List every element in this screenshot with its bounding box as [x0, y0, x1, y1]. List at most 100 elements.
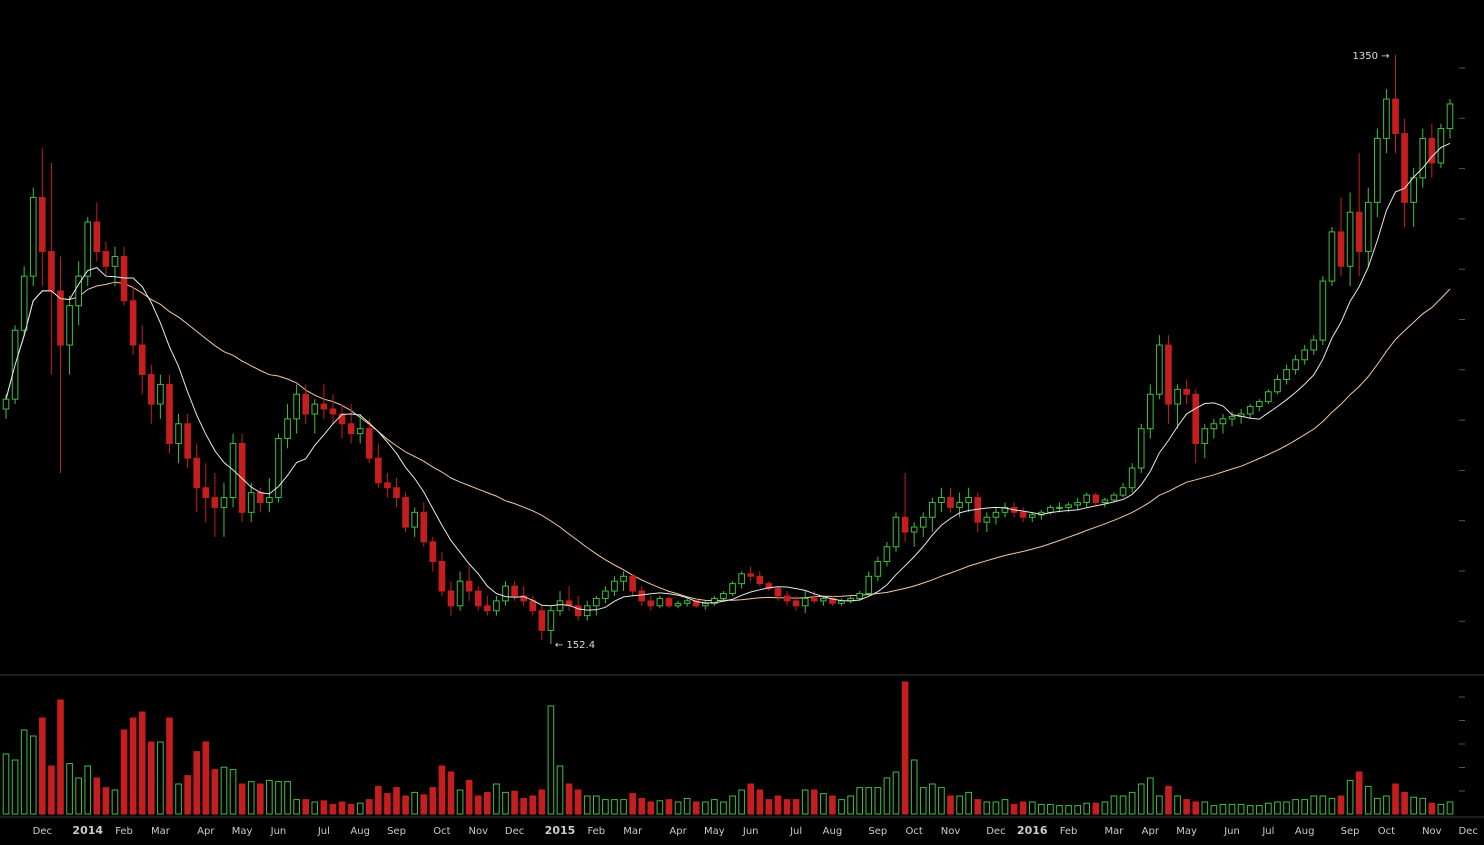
volume-series	[2, 681, 1454, 815]
x-tick-label: Jul	[1261, 826, 1274, 837]
candle	[420, 502, 428, 547]
volume-bar	[511, 790, 518, 815]
volume-bar	[583, 795, 591, 815]
candle-body	[247, 492, 255, 513]
candle	[520, 586, 527, 606]
candle-body	[792, 600, 800, 607]
candle	[293, 384, 300, 434]
candle	[574, 595, 582, 621]
candle-body	[883, 546, 891, 563]
volume-bar	[665, 799, 673, 815]
candle-body	[547, 610, 555, 631]
candle-body	[284, 418, 291, 440]
candle	[1401, 118, 1408, 227]
candle	[456, 571, 464, 611]
volume-bar	[738, 789, 745, 815]
candle	[1265, 389, 1272, 405]
candle-body	[765, 583, 773, 590]
volume-bar	[883, 777, 891, 815]
volume-bar	[402, 795, 409, 815]
volume-bar	[1028, 801, 1036, 815]
candle	[1137, 423, 1145, 473]
volume-bar	[11, 759, 19, 815]
candle	[57, 256, 64, 473]
volume-bar	[1110, 795, 1118, 815]
candle-body	[583, 605, 591, 617]
volume-bar	[1083, 802, 1091, 815]
candle-body	[1437, 128, 1445, 164]
candle	[402, 492, 409, 532]
candle	[393, 477, 400, 508]
candle	[1274, 374, 1281, 395]
candle-body	[147, 374, 155, 405]
candle-body	[647, 600, 655, 607]
candle	[102, 241, 110, 277]
volume-bar	[93, 777, 101, 815]
x-tick-label: 2015	[545, 824, 576, 837]
candle-body	[1383, 98, 1390, 139]
volume-bar	[129, 717, 137, 815]
candle	[1310, 335, 1318, 355]
candle-body	[266, 497, 273, 503]
candle	[620, 571, 627, 592]
volume-bar	[256, 783, 264, 815]
candle	[166, 374, 173, 454]
volume-bar	[147, 741, 155, 815]
volume-bar	[166, 717, 173, 815]
candle	[929, 497, 936, 532]
candle-body	[865, 575, 873, 595]
candle	[184, 413, 191, 469]
volume-bar	[75, 777, 82, 815]
candle	[1337, 197, 1345, 277]
volume-bar	[1274, 801, 1281, 815]
volume-bar	[1174, 795, 1181, 815]
candle	[629, 573, 636, 596]
candle	[683, 598, 691, 607]
x-tick-label: Nov	[468, 826, 488, 837]
volume-bar	[992, 801, 1000, 815]
volume-bar	[1183, 799, 1190, 815]
candle-body	[384, 482, 391, 489]
volume-bar	[774, 795, 782, 815]
candle	[447, 581, 455, 616]
candle-body	[1319, 280, 1327, 341]
volume-bar	[874, 787, 882, 815]
candle-body	[1374, 137, 1381, 203]
candle-body	[211, 497, 219, 508]
volume-bar	[247, 781, 255, 815]
volume-bar	[1392, 783, 1399, 815]
candle-body	[1346, 211, 1354, 267]
candle	[75, 261, 82, 326]
candle	[157, 374, 164, 419]
volume-bar	[1074, 805, 1081, 815]
candle	[1319, 276, 1327, 346]
candle-body	[1128, 467, 1136, 489]
volume-bar	[720, 801, 727, 815]
candle-body	[810, 597, 818, 602]
candle	[647, 595, 655, 611]
volume-bar	[656, 800, 664, 815]
candle	[1374, 128, 1381, 218]
candle	[947, 487, 954, 513]
candle-body	[1392, 98, 1399, 134]
candle-body	[565, 600, 573, 607]
volume-bar	[365, 799, 373, 815]
candle-body	[311, 403, 319, 415]
volume-bar	[2, 753, 10, 815]
volume-bar	[1237, 803, 1245, 815]
candle	[874, 556, 882, 582]
candle-body	[1301, 349, 1309, 361]
candle	[375, 443, 382, 488]
candle-body	[2, 398, 10, 410]
volume-bar	[1210, 805, 1218, 815]
candle	[138, 325, 146, 395]
candle-body	[1265, 391, 1272, 403]
candle	[1110, 492, 1118, 503]
candle-body	[1101, 499, 1109, 503]
candle	[1156, 335, 1163, 400]
volume-bar	[1328, 797, 1336, 815]
volume-bar	[810, 789, 818, 815]
volume-bar	[456, 789, 464, 815]
